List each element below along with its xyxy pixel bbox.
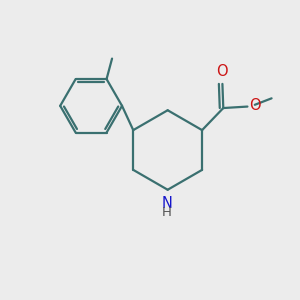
Text: H: H <box>162 206 172 219</box>
Text: N: N <box>162 196 172 211</box>
Text: O: O <box>249 98 260 113</box>
Text: O: O <box>217 64 228 80</box>
